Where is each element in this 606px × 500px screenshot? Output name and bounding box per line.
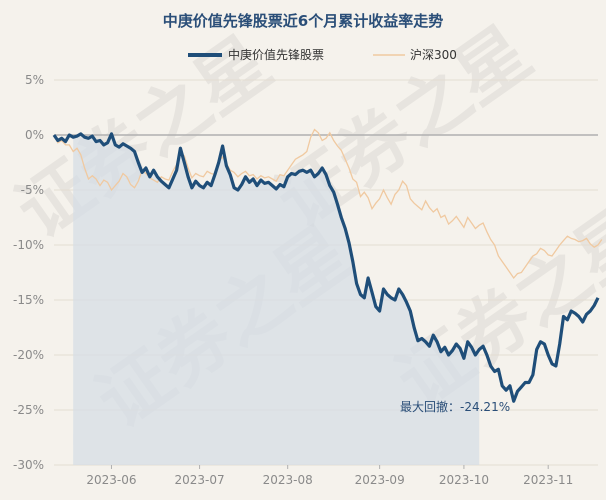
x-tick-label: 2023-06 bbox=[86, 473, 136, 487]
drawdown-value: -24.21% bbox=[460, 400, 510, 414]
x-axis: 2023-06 2023-07 2023-08 2023-09 2023-10 2023-… bbox=[86, 465, 573, 487]
drawdown-label-text: 最大回撤： bbox=[400, 399, 460, 414]
x-tick-label: 2023-10 bbox=[439, 473, 489, 487]
y-tick-label: 0% bbox=[25, 128, 44, 142]
y-tick-label: -25% bbox=[13, 403, 44, 417]
drawdown-shade bbox=[73, 133, 480, 465]
x-tick-label: 2023-08 bbox=[263, 473, 313, 487]
series-lines bbox=[52, 128, 603, 403]
y-tick-label: -30% bbox=[13, 458, 44, 472]
legend-label-index: 沪深300 bbox=[410, 48, 457, 62]
drawdown-label: 最大回撤：-24.21% bbox=[400, 399, 510, 414]
y-axis: 5% 0% -5% -10% -15% -20% -25% -30% bbox=[13, 73, 44, 472]
y-tick-label: -5% bbox=[21, 183, 44, 197]
drawdown-area bbox=[73, 133, 480, 465]
y-tick-label: -10% bbox=[13, 238, 44, 252]
y-tick-label: -20% bbox=[13, 348, 44, 362]
chart-title: 中庚价值先锋股票近6个月累计收益率走势 bbox=[163, 12, 443, 30]
legend: 中庚价值先锋股票 沪深300 bbox=[188, 47, 457, 62]
y-tick-label: -15% bbox=[13, 293, 44, 307]
series-line-index bbox=[53, 128, 603, 280]
x-tick-label: 2023-11 bbox=[523, 473, 573, 487]
x-tick-label: 2023-07 bbox=[175, 473, 225, 487]
series-line-fund bbox=[52, 132, 600, 403]
y-tick-label: 5% bbox=[25, 73, 44, 87]
legend-label-fund: 中庚价值先锋股票 bbox=[228, 47, 324, 62]
x-tick-label: 2023-09 bbox=[355, 473, 405, 487]
